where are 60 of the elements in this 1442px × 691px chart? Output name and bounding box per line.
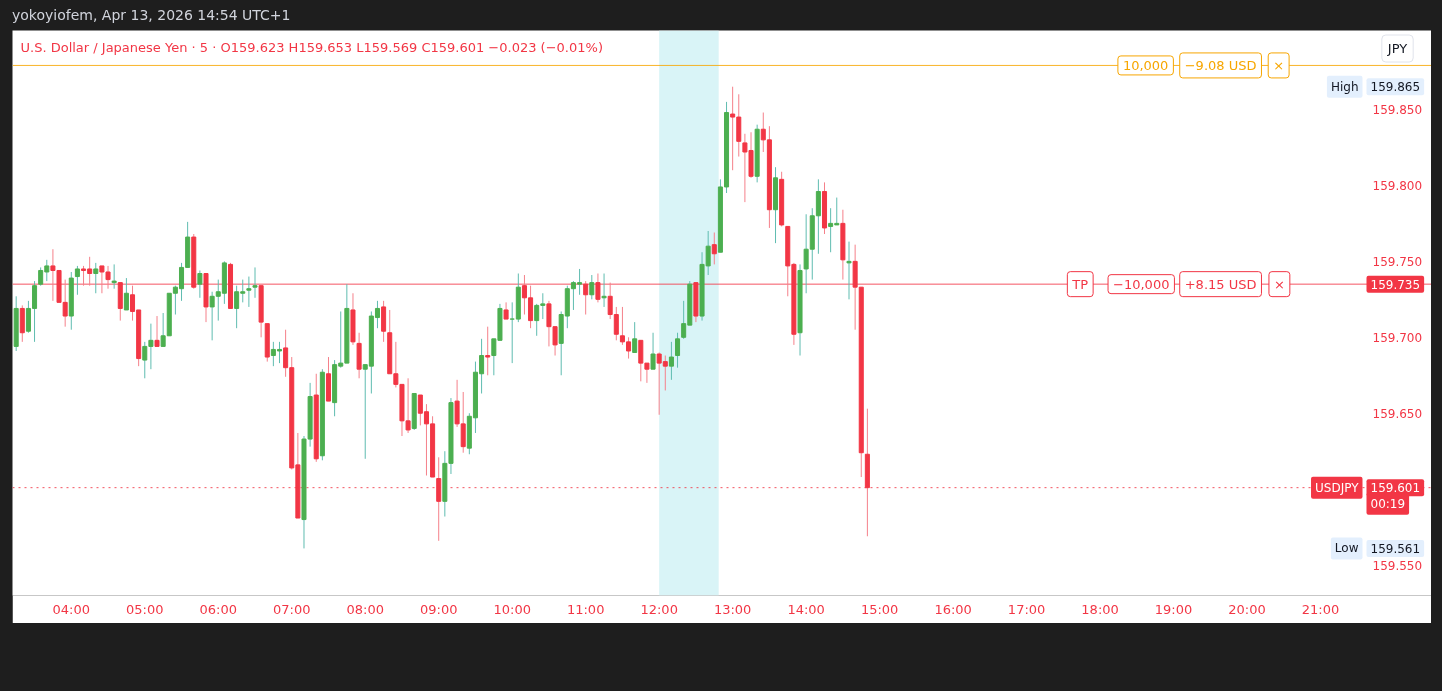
annotation: × [1273,57,1285,73]
candlestick [675,332,681,369]
x-tick-label: 15:00 [860,601,899,617]
annotation: × [1273,276,1285,292]
annotation: −10,000 [1113,276,1170,292]
x-tick-label: 10:00 [493,601,531,617]
candlestick [509,301,515,364]
annotation: 159.561 [1370,541,1421,556]
candlestick [632,321,638,353]
y-tick-label: 159.850 [1372,102,1423,117]
x-tick-label: 12:00 [640,601,678,617]
candlestick [123,277,129,311]
annotation: Low [1334,541,1359,556]
x-tick-label: 04:00 [52,601,91,617]
candlestick [252,266,258,299]
x-tick-label: 05:00 [126,601,164,617]
annotation: JPY [1386,41,1408,56]
candlestick [668,341,674,381]
candlestick [846,241,852,300]
ref-line-label: 159.601 [1370,481,1421,496]
ref-line-label: 159.735 [1370,277,1421,292]
x-tick-label: 21:00 [1301,601,1340,617]
annotation: 00:19 [1370,496,1406,511]
candlestick [711,232,717,265]
candlestick [111,263,117,290]
candlestick [601,273,607,308]
text: yokoyiofem, Apr 13, 2026 14:54 UTC+1 [12,6,291,25]
candlestick [589,274,595,300]
x-tick-label: 07:00 [273,601,311,617]
y-tick-label: 159.750 [1372,254,1423,269]
text: U.S. Dollar / Japanese Yen · 5 · O159.623 H159.653 L159.569 C159.601 −0.023 (−0.01%) [20,40,603,55]
candlestick [93,262,99,294]
annotation: −9.08 USD [1184,57,1257,73]
x-tick-label: 20:00 [1228,601,1266,617]
x-tick-label: 13:00 [713,601,752,617]
x-tick-label: 08:00 [346,601,384,617]
candlestick [74,265,80,296]
x-tick-label: 16:00 [934,601,972,617]
candlestick [650,332,656,370]
x-tick-label: 11:00 [566,601,605,617]
x-tick-label: 14:00 [787,601,825,617]
candlestick [485,326,491,376]
candlestick [197,269,203,299]
annotation: 10,000 [1122,57,1169,73]
annotation: TP [1071,276,1089,292]
y-tick-label: 159.550 [1372,558,1423,573]
x-tick-label: 06:00 [199,601,237,617]
y-tick-label: 159.650 [1372,406,1423,421]
x-tick-label: 18:00 [1081,601,1119,617]
x-tick-label: 17:00 [1007,601,1046,617]
annotation: High [1330,79,1359,94]
x-tick-label: 19:00 [1154,601,1193,617]
y-tick-label: 159.700 [1372,330,1423,345]
candlestick [154,315,160,347]
annotation: USDJPY [1315,480,1360,495]
x-tick-label: 09:00 [419,601,458,617]
annotation: +8.15 USD [1184,276,1257,292]
candlestick [246,276,252,308]
y-tick-label: 159.800 [1372,178,1423,193]
annotation: 159.865 [1370,80,1421,95]
